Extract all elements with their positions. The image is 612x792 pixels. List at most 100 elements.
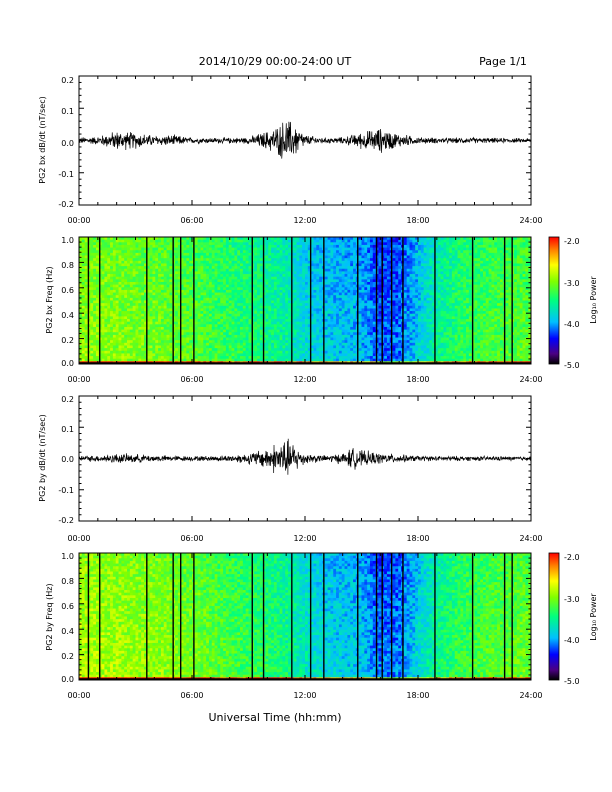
bx-spectrogram-cell [104, 263, 108, 267]
bx-spectrogram-cell [347, 326, 351, 331]
bx-spectrogram-cell [268, 358, 272, 362]
bx-spectrogram-cell [338, 326, 343, 331]
bx-spectrogram-cell [110, 287, 114, 291]
bx-spectrogram-cell [223, 313, 227, 317]
bx-spectrogram-cell [268, 353, 272, 357]
bx-spectrogram-cell [361, 250, 365, 254]
bx-spectrogram-cell [231, 348, 235, 352]
bx-spectrogram-cell [158, 266, 162, 270]
bx-spectrogram-cell [127, 258, 131, 262]
bx-spectrogram-cell [160, 308, 165, 312]
bx-spectrogram-cell [101, 274, 105, 278]
bx-spectrogram-cell [220, 324, 224, 328]
bx-spectrogram-cell [177, 319, 182, 323]
bx-spectrogram-cell [127, 337, 131, 341]
bx-spectrogram-cell [183, 260, 187, 264]
bx-spectrogram-cell [245, 334, 249, 338]
bx-spectrogram-cell [282, 353, 286, 357]
bx-spectrogram-cell [81, 329, 86, 333]
bx-spectrogram-cell [302, 350, 306, 354]
bx-spectrogram-cell [273, 284, 278, 288]
bx-spectrogram-cell [361, 353, 365, 357]
bx-spectrogram-cell [206, 263, 210, 267]
bx-spectrogram-cell [129, 329, 134, 333]
bx-spectrogram-cell [225, 308, 230, 312]
bx-spectrogram-cell [338, 303, 343, 307]
bx-spectrogram-cell [175, 332, 179, 336]
bx-spectrogram-cell [353, 271, 357, 275]
bx-spectrogram-cell [220, 279, 224, 283]
bx-spectrogram-cell [101, 268, 105, 272]
bx-spectrogram-cell [166, 279, 170, 283]
bx-spectrogram-cell [217, 319, 221, 323]
bx-spectrogram-cell [79, 345, 83, 349]
bx-spectrogram-cell [132, 258, 136, 262]
bx-spectrogram-cell [302, 319, 306, 323]
bx-spectrogram-cell [268, 319, 272, 323]
bx-spectrogram-cell [146, 342, 151, 346]
bx-spectrogram-cell [121, 292, 125, 296]
bx-spectrogram-cell [293, 300, 297, 304]
bx-spectrogram-cell [242, 353, 247, 357]
bx-spectrogram-cell [132, 332, 136, 336]
bx-spectrogram-cell [217, 345, 221, 349]
bx-spectrogram-cell [256, 260, 261, 264]
bx-spectrogram-cell [152, 329, 156, 333]
bx-spectrogram-cell [189, 284, 193, 288]
bx-spectrogram-cell [200, 289, 204, 293]
bx-spectrogram-cell [228, 244, 232, 248]
bx-spectrogram-cell [180, 284, 184, 288]
bx-spectrogram-cell [121, 313, 125, 317]
bx-spectrogram-cell [361, 334, 365, 338]
bx-spectrogram-cell [166, 266, 170, 270]
bx-spectrogram-cell [81, 239, 86, 243]
bx-spectrogram-cell [180, 252, 184, 256]
bx-spectrogram-cell [344, 319, 348, 323]
bx-spectrogram-cell [183, 276, 187, 280]
bx-spectrogram-cell [104, 329, 108, 333]
bx-spectrogram-cell [143, 303, 148, 307]
bx-spectrogram-cell [135, 242, 139, 246]
bx-spectrogram-cell [186, 329, 190, 333]
bx-spectrogram-cell [132, 244, 136, 248]
bx-spectrogram-cell [310, 274, 314, 278]
bx-spectrogram-cell [90, 287, 94, 291]
bx-spectrogram-cell [194, 297, 199, 301]
bx-spectrogram-cell [293, 247, 297, 251]
bx-spectrogram-cell [217, 326, 221, 331]
bx-spectrogram-cell [231, 358, 235, 362]
bx-spectrogram-cell [163, 332, 167, 336]
bx-spectrogram-cell [338, 295, 343, 299]
bx-spectrogram-cell [203, 287, 207, 291]
bx-spectrogram-cell [344, 281, 348, 286]
bx-spectrogram-cell [220, 321, 224, 325]
bx-spectrogram-cell [333, 332, 337, 336]
bx-spectrogram-cell [333, 356, 337, 360]
bx-spectrogram-cell [240, 271, 244, 275]
bx-spectrogram-cell [214, 255, 218, 259]
bx-spectrogram-cell [265, 319, 269, 323]
bx-spectrogram-cell [160, 274, 165, 278]
bx-spectrogram-cell [90, 321, 94, 325]
bx-spectrogram-cell [353, 276, 357, 280]
bx-spectrogram-cell [307, 334, 312, 338]
bx-spectrogram-cell [208, 350, 213, 354]
bx-spectrogram-cell [293, 316, 297, 320]
bx-spectrogram-cell [220, 274, 224, 278]
bx-spectrogram-cell [282, 342, 286, 346]
bx-spectrogram-cell [248, 260, 252, 264]
bx-spectrogram-cell [333, 305, 337, 309]
bx-spectrogram-cell [203, 350, 207, 354]
bx-spectrogram-cell [265, 242, 269, 246]
bx-spectrogram-cell [223, 319, 227, 323]
bx-spectrogram-cell [163, 356, 167, 360]
bx-spectrogram-cell [338, 284, 343, 288]
bx-spectrogram-cell [79, 276, 83, 280]
bx-spectrogram-cell [285, 356, 289, 360]
bx-spectrogram-cell [231, 271, 235, 275]
bx-spectrogram-cell [208, 300, 213, 304]
bx-spectrogram-cell [268, 281, 272, 286]
bx-spectrogram-cell [101, 337, 105, 341]
bx-spectrogram-cell [149, 303, 153, 307]
bx-spectrogram-cell [336, 258, 340, 262]
